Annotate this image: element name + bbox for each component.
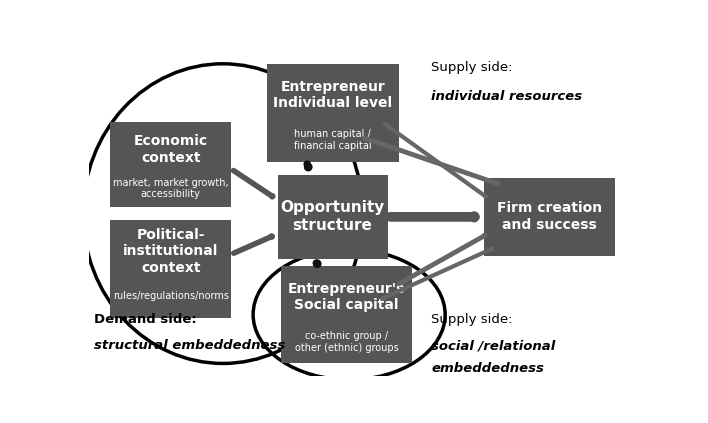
FancyBboxPatch shape — [280, 266, 412, 363]
Text: rules/regulations/norms: rules/regulations/norms — [113, 291, 229, 301]
FancyBboxPatch shape — [484, 178, 615, 256]
Text: Demand side:: Demand side: — [94, 313, 197, 326]
Text: co-ethnic group /
other (ethnic) groups: co-ethnic group / other (ethnic) groups — [295, 331, 399, 353]
Text: structural embeddedness: structural embeddedness — [94, 339, 285, 352]
Text: embeddedness: embeddedness — [431, 362, 544, 375]
Text: Entrepreneur
Individual level: Entrepreneur Individual level — [273, 80, 392, 110]
Text: Entrepreneur's
Social capital: Entrepreneur's Social capital — [287, 282, 405, 312]
Text: social /relational: social /relational — [431, 339, 556, 352]
Text: Supply side:: Supply side: — [431, 60, 513, 74]
Text: market, market growth,
accessibility: market, market growth, accessibility — [113, 178, 229, 199]
Text: Supply side:: Supply side: — [431, 313, 513, 326]
FancyBboxPatch shape — [110, 220, 231, 318]
FancyBboxPatch shape — [110, 122, 231, 207]
FancyBboxPatch shape — [278, 175, 387, 259]
Text: Political-
institutional
context: Political- institutional context — [123, 228, 219, 275]
FancyBboxPatch shape — [267, 64, 399, 162]
Text: human capital /
financial capital: human capital / financial capital — [294, 129, 372, 151]
Text: Economic
context: Economic context — [134, 134, 208, 165]
Text: individual resources: individual resources — [431, 90, 583, 103]
Text: Firm creation
and success: Firm creation and success — [497, 201, 602, 232]
Text: Opportunity
structure: Opportunity structure — [280, 201, 384, 233]
